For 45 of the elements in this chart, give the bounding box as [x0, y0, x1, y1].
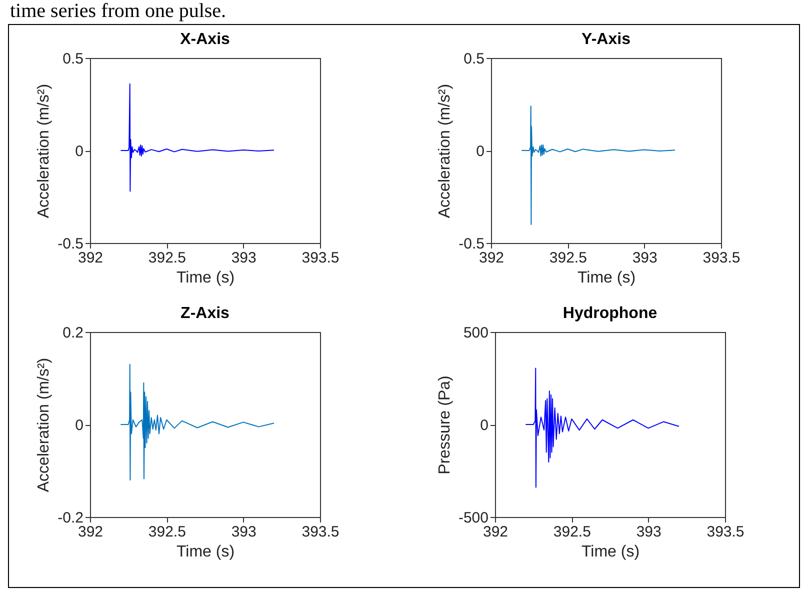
y-tick-label: 0	[75, 417, 84, 434]
chart-title: Hydrophone	[562, 305, 658, 322]
y-tick-label: -0.5	[458, 236, 484, 252]
y-tick-label: -0.5	[58, 236, 84, 252]
x-tick-label: 392	[478, 250, 504, 266]
y-tick-label: 0.5	[62, 50, 84, 68]
y-tick-label: 0.5	[464, 50, 484, 68]
y-tick-label: 0	[480, 417, 488, 434]
x-tick-label: 392	[482, 524, 508, 540]
chart-title: X-Axis	[180, 31, 230, 48]
x-tick-label: 393	[231, 524, 256, 540]
line-series	[525, 368, 680, 488]
x-tick-label: 393	[636, 524, 662, 540]
chart-title: Y-Axis	[582, 31, 631, 48]
x-tick-label: 393.5	[302, 524, 340, 540]
y-tick-label: 0	[75, 143, 84, 160]
x-tick-label: 393	[231, 250, 256, 266]
x-tick-label: 392	[78, 524, 104, 540]
x-tick-label: 393.5	[302, 250, 340, 266]
chart-title: Z-Axis	[180, 305, 230, 322]
line-series	[120, 364, 274, 480]
y-tick-label: -500	[458, 510, 488, 526]
line-series	[120, 83, 274, 192]
y-axis-title: Acceleration (m/s²)	[36, 84, 53, 218]
y-tick-label: 0	[476, 143, 484, 160]
y-axis-title: Pressure (Pa)	[436, 376, 454, 474]
line-series	[521, 106, 676, 225]
y-axis-title: Acceleration (m/s²)	[36, 358, 53, 492]
x-tick-label: 392.5	[148, 250, 186, 266]
x-tick-label: 392.5	[549, 250, 587, 266]
x-tick-label: 392	[78, 250, 104, 266]
x-axis-title: Time (s)	[577, 270, 636, 286]
y-tick-label: 0.2	[62, 324, 84, 342]
y-axis-title: Acceleration (m/s²)	[436, 84, 454, 218]
text: time series from one pulse.	[9, 0, 228, 22]
x-tick-label: 393.5	[706, 524, 744, 540]
x-axis-title: Time (s)	[581, 544, 640, 560]
x-tick-label: 393.5	[702, 250, 740, 266]
x-axis-title: Time (s)	[176, 544, 235, 560]
y-tick-label: -0.2	[58, 510, 84, 526]
x-axis-title: Time (s)	[176, 270, 235, 286]
x-tick-label: 393	[632, 250, 658, 266]
y-tick-label: 500	[463, 324, 488, 342]
x-tick-label: 392.5	[553, 524, 591, 540]
x-tick-label: 392.5	[148, 524, 186, 540]
